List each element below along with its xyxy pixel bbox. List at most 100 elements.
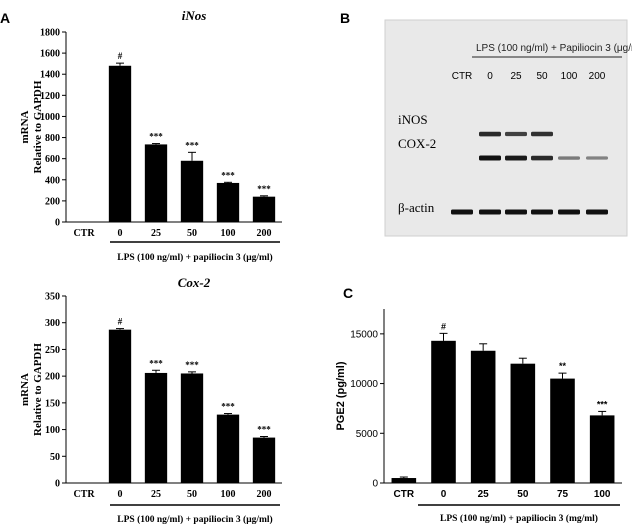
y-tick-label: 1600	[40, 49, 60, 60]
blot-band	[586, 156, 608, 160]
significance-label: #	[118, 317, 123, 327]
significance-label: ***	[185, 360, 199, 370]
bar	[180, 160, 204, 222]
y-tick-label: 600	[45, 154, 60, 165]
blot-band	[558, 156, 580, 160]
significance-label: ***	[597, 399, 608, 409]
blot-band	[505, 209, 527, 215]
blot-band	[505, 155, 527, 161]
blot-lane-label: 0	[487, 71, 493, 82]
bar	[216, 414, 240, 483]
blot-lane-label: 100	[561, 71, 578, 82]
y-tick-label: 1200	[40, 91, 60, 102]
y-tick-label: 0	[55, 479, 60, 490]
x-tick-label: 25	[151, 489, 161, 500]
x-axis-label: LPS (100 ng/ml) + papiliocin 3 (mg/ml)	[440, 513, 598, 524]
bar	[144, 144, 168, 222]
x-tick-label: 50	[187, 228, 197, 239]
x-tick-label: 25	[151, 228, 161, 239]
blot-band	[479, 209, 501, 215]
blot-band	[531, 155, 553, 161]
blot-lane-label: CTR	[452, 71, 473, 82]
y-tick-label: 150	[45, 398, 60, 409]
blot-band	[531, 209, 553, 215]
blot-lane-label: 25	[510, 71, 522, 82]
x-tick-label: 0	[118, 228, 123, 239]
significance-label: #	[441, 321, 446, 331]
blot-background	[384, 19, 628, 237]
blot-row-label: COX-2	[398, 136, 436, 151]
significance-label: #	[118, 51, 123, 61]
blot-lane-label: 200	[589, 71, 606, 82]
bar	[470, 350, 496, 483]
x-tick-label: 100	[594, 489, 611, 500]
chart-cox2: 0 50 100 150 200 250 300 350 CTR #0 *** 25 *** 50 *** 1…	[19, 275, 282, 524]
blot-row-label: iNOS	[398, 112, 428, 127]
bar	[391, 478, 417, 483]
y-axis-label: mRNA	[19, 373, 31, 406]
y-tick-label: 300	[45, 318, 60, 329]
blot-band	[479, 131, 501, 137]
blot-band	[558, 209, 580, 215]
x-tick-label: 50	[187, 489, 197, 500]
bar	[144, 372, 168, 483]
bar	[108, 329, 132, 483]
y-tick-label: 1800	[40, 28, 60, 39]
y-tick-label: 250	[45, 345, 60, 356]
significance-label: ***	[221, 170, 235, 180]
x-axis-label: LPS (100 ng/ml) + papiliocin 3 (μg/ml)	[117, 252, 272, 263]
bar	[180, 373, 204, 483]
x-tick-label: 200	[257, 489, 272, 500]
bar	[108, 65, 132, 223]
x-axis-label: LPS (100 ng/ml) + papiliocin 3 (μg/ml)	[117, 514, 272, 524]
panel-label-c: C	[343, 285, 353, 301]
y-axis-label: PGE2 (pg/ml)	[335, 361, 347, 430]
x-tick-label: 75	[557, 489, 569, 500]
significance-label: ***	[257, 425, 271, 435]
y-tick-label: 1400	[40, 70, 60, 81]
chart-title: iNos	[182, 8, 207, 23]
blot-band	[531, 131, 553, 137]
y-tick-label: 800	[45, 133, 60, 144]
bar	[252, 437, 276, 483]
x-tick-label: 0	[441, 489, 447, 500]
x-tick-label: 100	[221, 489, 236, 500]
y-axis-label: Relative to GAPDH	[32, 80, 44, 173]
x-tick-label: 25	[478, 489, 490, 500]
x-tick-label: 100	[221, 228, 236, 239]
bar	[252, 196, 276, 222]
y-tick-label: 50	[50, 452, 60, 463]
chart-title: Cox-2	[178, 275, 211, 290]
blot-band	[586, 209, 608, 215]
bar	[216, 182, 240, 222]
x-tick-label: CTR	[73, 228, 95, 239]
x-tick-label: 0	[118, 489, 123, 500]
y-tick-label: 0	[372, 479, 378, 490]
y-tick-label: 200	[45, 372, 60, 383]
x-tick-label: 50	[517, 489, 529, 500]
blot-lane-labels: CTR 0 25 50 100 200	[452, 71, 606, 82]
blot-rows: iNOS COX-2 β-actin	[398, 112, 608, 215]
bar	[589, 415, 615, 483]
y-tick-label: 1000	[40, 112, 60, 123]
bar	[510, 363, 536, 483]
chart-inos: 0 200 400 600 800 1000 1200 1400 1600 1800 CTR #0 **…	[19, 8, 282, 263]
y-tick-label: 400	[45, 175, 60, 186]
blot-lane-label: 50	[536, 71, 548, 82]
blot-band	[451, 209, 473, 215]
y-axis-label: mRNA	[19, 110, 31, 143]
blot-row-label: β-actin	[398, 200, 435, 215]
y-tick-label: 200	[45, 196, 60, 207]
y-tick-label: 100	[45, 425, 60, 436]
significance-label: ***	[149, 132, 163, 142]
significance-label: ***	[221, 402, 235, 412]
y-tick-label: 0	[55, 218, 60, 229]
y-tick-label: 10000	[350, 379, 378, 390]
blot-treatment-label: LPS (100 ng/ml) + Papiliocin 3 (μg/ml)	[476, 43, 632, 54]
blot-band	[479, 155, 501, 161]
significance-label: ***	[185, 140, 199, 150]
panel-label-a: A	[0, 10, 10, 26]
x-tick-label: CTR	[394, 489, 415, 500]
significance-label: **	[559, 361, 567, 371]
